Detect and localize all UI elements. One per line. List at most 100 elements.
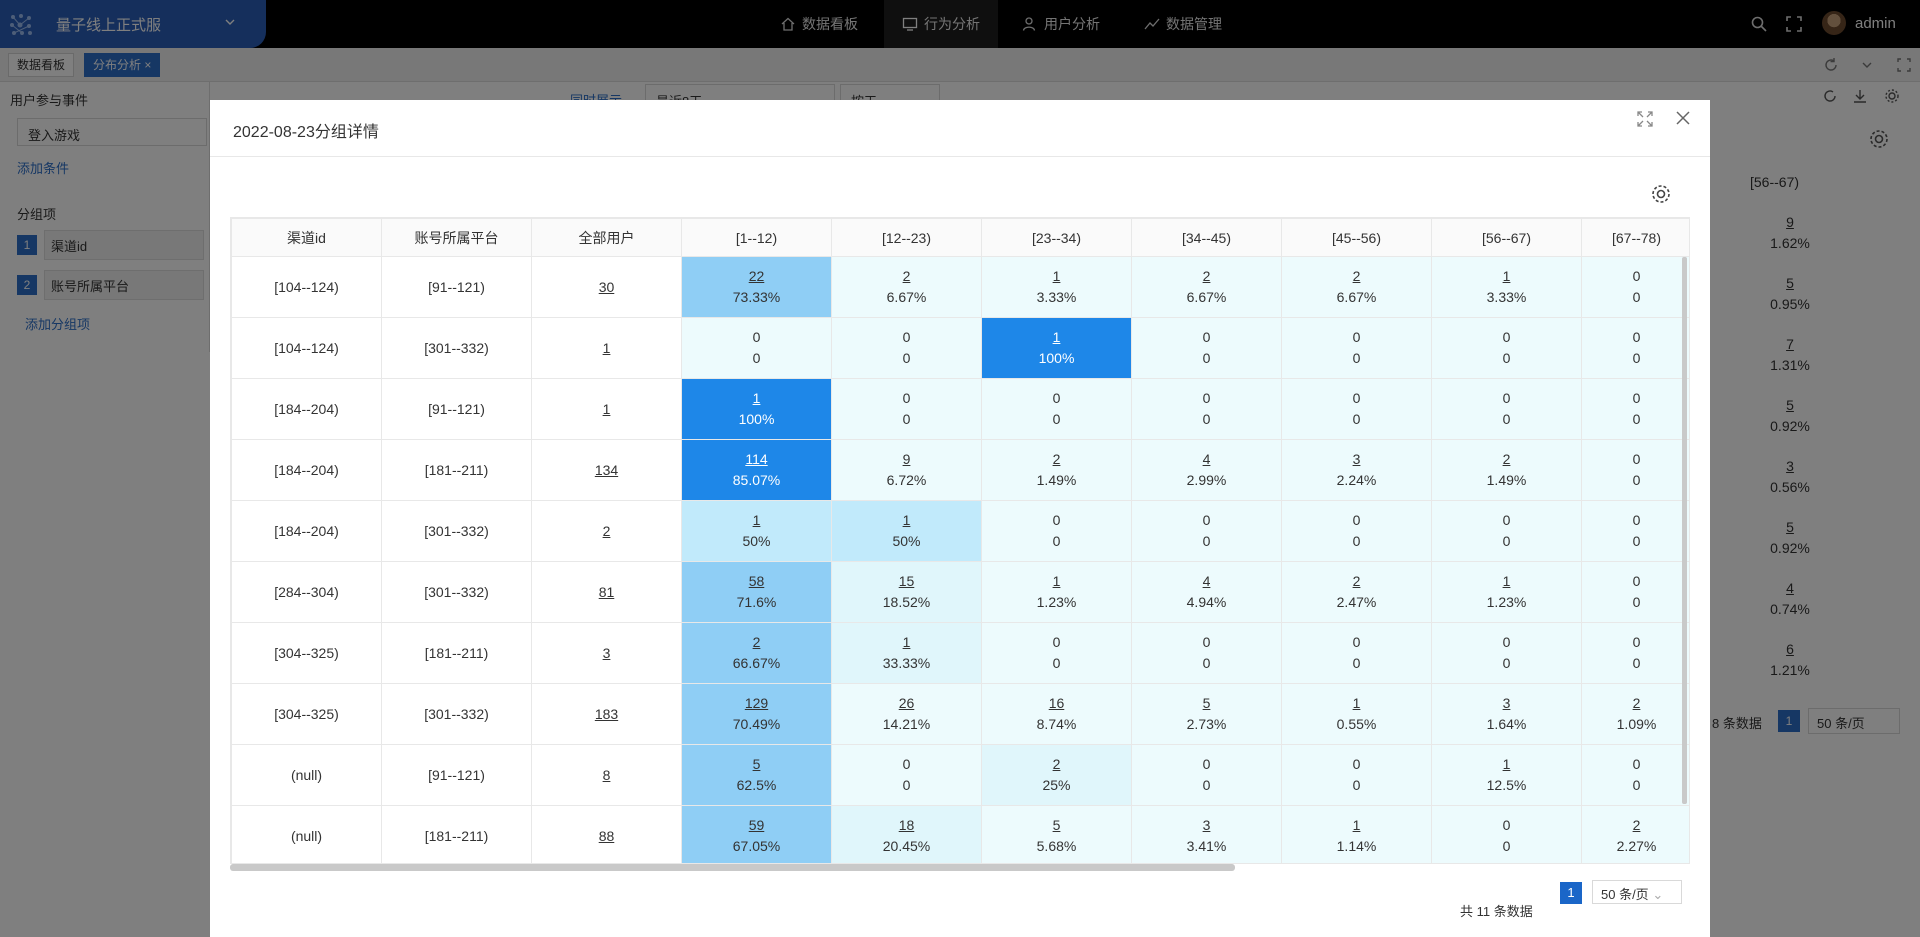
cell-count[interactable]: 1 (1052, 268, 1061, 284)
all-users-link[interactable]: 134 (594, 461, 619, 478)
header-platform[interactable]: 账号所属平台 (381, 218, 532, 257)
vertical-scrollbar[interactable] (1682, 257, 1687, 804)
cell-count[interactable]: 59 (748, 817, 765, 833)
cell-rate: 1.49% (1486, 472, 1527, 488)
cell-count[interactable]: 2 (1502, 451, 1511, 467)
cell-rate: 0 (1202, 533, 1211, 549)
bucket-cell: 1 100% (981, 317, 1132, 379)
cell-count[interactable]: 2 (1202, 268, 1211, 284)
header-bucket[interactable]: [1--12) (681, 218, 832, 257)
header-channel-id[interactable]: 渠道id (231, 218, 382, 257)
cell-count[interactable]: 114 (745, 451, 768, 467)
cell-count[interactable]: 1 (1352, 695, 1361, 711)
all-users-link[interactable]: 3 (602, 644, 611, 661)
cell-count[interactable]: 2 (1632, 695, 1641, 711)
cell-count[interactable]: 1 (1052, 573, 1061, 589)
cell-count[interactable]: 2 (1632, 817, 1641, 833)
all-users-link[interactable]: 1 (602, 339, 611, 356)
bucket-cell: 1 50% (831, 500, 982, 562)
cell-rate: 0 (1352, 411, 1361, 427)
cell-rate: 4.94% (1186, 594, 1227, 610)
cell-count[interactable]: 2 (1052, 756, 1061, 772)
cell-count[interactable]: 16 (1048, 695, 1065, 711)
header-bucket[interactable]: [12--23) (831, 218, 982, 257)
cell-count[interactable]: 1 (902, 634, 911, 650)
cell-count: 0 (1502, 634, 1511, 650)
cell-count[interactable]: 2 (1052, 451, 1061, 467)
cell-count: 0 (1632, 573, 1641, 589)
cell-count[interactable]: 1 (1502, 268, 1511, 284)
page-number[interactable]: 1 (1560, 882, 1582, 904)
cell-count: 0 (902, 756, 911, 772)
cell-count[interactable]: 1 (1502, 756, 1511, 772)
all-users-link[interactable]: 8 (602, 766, 611, 783)
cell-count[interactable]: 1 (1052, 329, 1061, 345)
cell-count[interactable]: 2 (902, 268, 911, 284)
header-bucket[interactable]: [56--67) (1431, 218, 1582, 257)
cell-count[interactable]: 2 (1352, 268, 1361, 284)
cell-count[interactable]: 4 (1202, 451, 1211, 467)
horizontal-scrollbar[interactable] (230, 864, 1235, 871)
cell-count[interactable]: 2 (1352, 573, 1361, 589)
bucket-cell: 2 1.49% (981, 439, 1132, 501)
cell-rate: 70.49% (732, 716, 781, 732)
cell-count[interactable]: 2 (752, 634, 761, 650)
header-bucket[interactable]: [45--56) (1281, 218, 1432, 257)
bucket-cell: 1 3.33% (1431, 256, 1582, 318)
cell-count: 0 (1052, 512, 1061, 528)
header-bucket[interactable]: [23--34) (981, 218, 1132, 257)
bucket-cell: 58 71.6% (681, 561, 832, 623)
page-size-select[interactable]: 50 条/页 ⌄ (1592, 880, 1682, 904)
cell-count[interactable]: 15 (898, 573, 915, 589)
cell-rate: 0 (1052, 655, 1061, 671)
cell-count: 0 (1202, 329, 1211, 345)
all-users-cell: 8 (531, 744, 682, 806)
cell-count[interactable]: 5 (1052, 817, 1061, 833)
cell-count[interactable]: 26 (898, 695, 915, 711)
cell-count[interactable]: 4 (1202, 573, 1211, 589)
bucket-cell: 1 3.33% (981, 256, 1132, 318)
cell-count[interactable]: 1 (1352, 817, 1361, 833)
cell-count[interactable]: 5 (1202, 695, 1211, 711)
header-all-users[interactable]: 全部用户 (531, 218, 682, 257)
cell-count[interactable]: 1 (1502, 573, 1511, 589)
bucket-cell: 2 66.67% (681, 622, 832, 684)
cell-count[interactable]: 3 (1352, 451, 1361, 467)
cell-count[interactable]: 1 (752, 390, 761, 406)
bucket-cell: 5 5.68% (981, 805, 1132, 863)
table-row: [184--204) [91--121) 1 1 100% 0 0 0 0 0 0 0 0 0 0 0 0 (231, 378, 1689, 440)
cell-count[interactable]: 5 (752, 756, 761, 772)
platform-cell: [181--211) (381, 805, 532, 863)
detail-table-container[interactable]: 渠道id 账号所属平台 全部用户 [1--12) [12--23) [23--3… (230, 217, 1690, 864)
cell-count[interactable]: 1 (902, 512, 911, 528)
bucket-cell: 129 70.49% (681, 683, 832, 745)
cell-count[interactable]: 1 (752, 512, 761, 528)
cell-count: 0 (1632, 390, 1641, 406)
all-users-link[interactable]: 2 (602, 522, 611, 539)
gear-icon[interactable] (1650, 183, 1672, 205)
cell-count[interactable]: 129 (744, 695, 769, 711)
channel-cell: [104--124) (231, 256, 382, 318)
all-users-link[interactable]: 88 (598, 827, 615, 844)
all-users-link[interactable]: 30 (598, 278, 615, 295)
header-bucket[interactable]: [67--78) (1581, 218, 1689, 257)
platform-cell: [301--332) (381, 500, 532, 562)
close-icon[interactable] (1673, 108, 1693, 128)
cell-count[interactable]: 9 (902, 451, 911, 467)
cell-count[interactable]: 58 (748, 573, 765, 589)
cell-count[interactable]: 3 (1502, 695, 1511, 711)
cell-count[interactable]: 18 (898, 817, 915, 833)
all-users-link[interactable]: 183 (594, 705, 619, 722)
all-users-link[interactable]: 81 (598, 583, 615, 600)
cell-rate: 0 (1632, 655, 1641, 671)
cell-count[interactable]: 3 (1202, 817, 1211, 833)
header-bucket[interactable]: [34--45) (1131, 218, 1282, 257)
platform-cell: [301--332) (381, 317, 532, 379)
maximize-icon[interactable] (1636, 110, 1654, 128)
cell-count[interactable]: 22 (748, 268, 765, 284)
all-users-link[interactable]: 1 (602, 400, 611, 417)
